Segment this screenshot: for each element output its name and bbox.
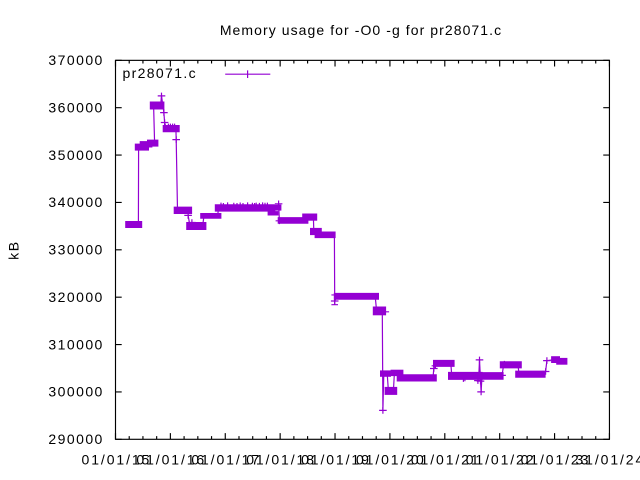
svg-text:01/01/21: 01/01/21 — [411, 451, 481, 467]
svg-text:350000: 350000 — [48, 147, 103, 163]
svg-text:01/01/19: 01/01/19 — [301, 451, 371, 467]
svg-text:01/01/20: 01/01/20 — [356, 451, 426, 467]
svg-text:01/01/16: 01/01/16 — [136, 451, 206, 467]
svg-text:370000: 370000 — [48, 52, 103, 68]
svg-text:360000: 360000 — [48, 99, 103, 115]
svg-text:Memory usage for -O0 -g for pr: Memory usage for -O0 -g for pr28071.c — [220, 22, 502, 38]
svg-text:01/01/15: 01/01/15 — [82, 451, 152, 467]
svg-text:310000: 310000 — [48, 336, 103, 352]
svg-text:320000: 320000 — [48, 289, 103, 305]
svg-text:300000: 300000 — [48, 384, 103, 400]
svg-text:31/01/24: 31/01/24 — [575, 451, 640, 467]
svg-text:01/01/22: 01/01/22 — [466, 451, 536, 467]
svg-text:340000: 340000 — [48, 194, 103, 210]
svg-text:01/01/17: 01/01/17 — [191, 451, 261, 467]
svg-text:330000: 330000 — [48, 242, 103, 258]
svg-text:01/01/23: 01/01/23 — [521, 451, 591, 467]
svg-text:pr28071.c: pr28071.c — [123, 65, 197, 81]
svg-text:kB: kB — [6, 240, 22, 260]
svg-text:01/01/18: 01/01/18 — [246, 451, 316, 467]
svg-text:290000: 290000 — [48, 431, 103, 447]
